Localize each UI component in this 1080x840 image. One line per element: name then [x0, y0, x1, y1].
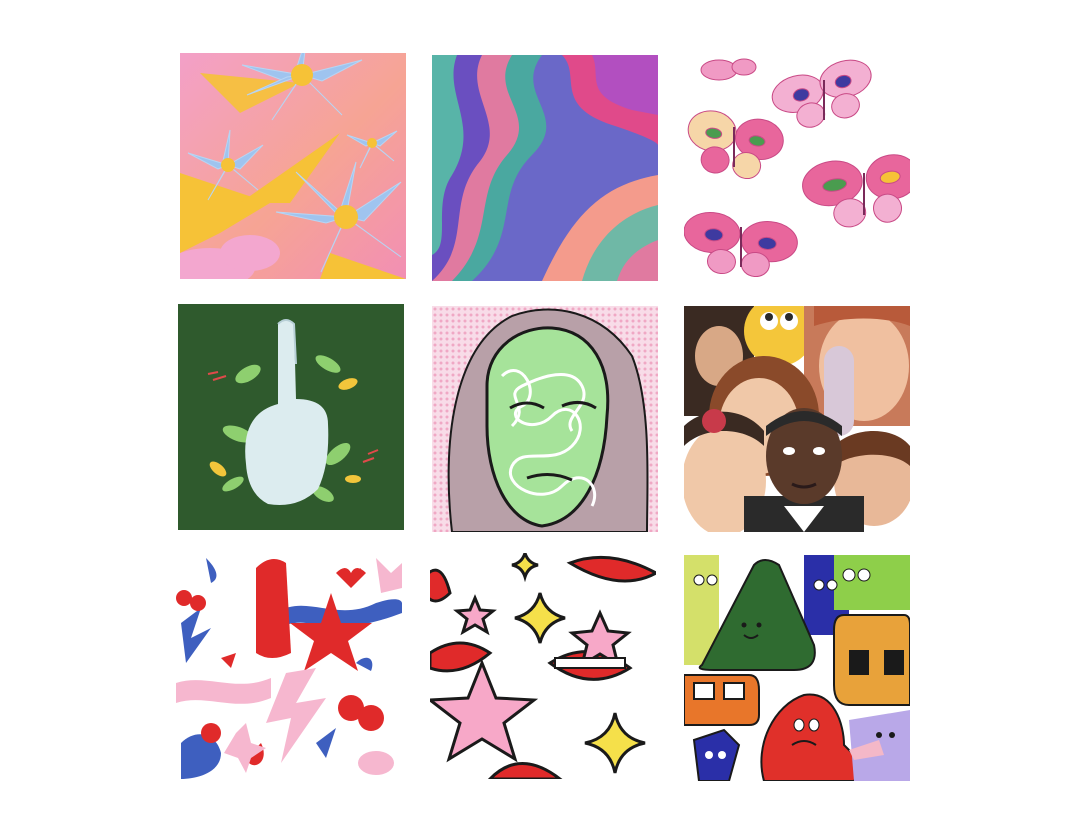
lips-stars-artwork: [430, 553, 656, 779]
collage-artwork: [684, 306, 910, 532]
artwork-tile-portrait: [432, 306, 658, 532]
artwork-tile-lips-stars: [430, 553, 656, 779]
portrait-artwork: [432, 306, 658, 532]
artwork-tile-butterflies: [684, 55, 910, 281]
butterflies-artwork: [684, 55, 910, 281]
artwork-tile-shapes: [176, 553, 402, 779]
artwork-tile-hand: [178, 304, 404, 530]
waves-artwork: [432, 55, 658, 281]
artwork-tile-monsters: [684, 555, 910, 781]
artwork-tile-collage: [684, 306, 910, 532]
flowers-artwork: [180, 53, 406, 279]
hand-artwork: [178, 304, 404, 530]
monsters-artwork: [684, 555, 910, 781]
shapes-artwork: [176, 553, 402, 779]
artwork-tile-flowers: [180, 53, 406, 279]
artwork-tile-waves: [432, 55, 658, 281]
